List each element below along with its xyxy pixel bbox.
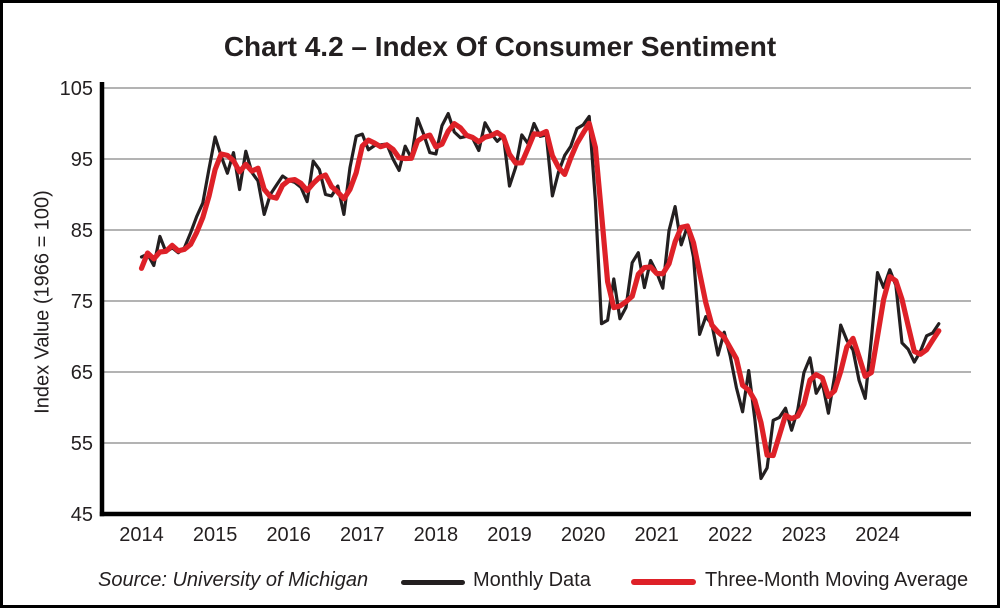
x-tick-label: 2017 bbox=[340, 524, 385, 546]
x-tick-label: 2019 bbox=[487, 524, 532, 546]
source-note: Source: University of Michigan bbox=[98, 569, 369, 591]
moving-average-legend-swatch bbox=[631, 579, 696, 585]
moving-average-legend-label: Three-Month Moving Average bbox=[705, 569, 969, 591]
y-tick-label: 95 bbox=[71, 149, 93, 171]
monthly-data-legend-label: Monthly Data bbox=[473, 569, 591, 591]
y-tick-label: 45 bbox=[71, 504, 93, 526]
chart-title: Chart 4.2 – Index Of Consumer Sentiment bbox=[223, 31, 777, 62]
y-tick-label: 75 bbox=[71, 291, 93, 313]
monthly-data-line bbox=[139, 111, 941, 481]
moving-average-line bbox=[138, 120, 942, 459]
x-tick-label: 2022 bbox=[708, 524, 753, 546]
monthly-data-legend-swatch bbox=[401, 580, 465, 585]
x-tick-label: 2018 bbox=[414, 524, 459, 546]
x-tick-label: 2023 bbox=[782, 524, 827, 546]
x-tick-label: 2020 bbox=[561, 524, 606, 546]
x-tick-label: 2021 bbox=[634, 524, 679, 546]
y-tick-label: 105 bbox=[60, 78, 93, 100]
plot-area: 45 55 65 75 85 95 105 2014 2015 2016 2017 2018 2019 2… bbox=[60, 78, 971, 546]
x-tick-label: 2016 bbox=[266, 524, 311, 546]
y-tick-label: 85 bbox=[71, 220, 93, 242]
x-tick-label: 2015 bbox=[193, 524, 238, 546]
y-tick-label: 65 bbox=[71, 362, 93, 384]
x-tick-label: 2024 bbox=[855, 524, 900, 546]
y-tick-label: 55 bbox=[71, 433, 93, 455]
x-tick-label: 2014 bbox=[119, 524, 164, 546]
